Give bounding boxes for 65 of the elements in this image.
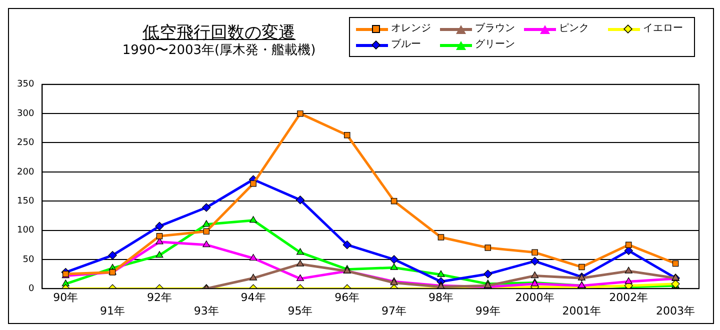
y-tick-label: 0 xyxy=(28,284,34,294)
x-tick-label: 98年 xyxy=(428,291,454,304)
legend-label: オレンジ xyxy=(391,22,431,36)
x-tick-label: 91年 xyxy=(100,304,126,318)
x-tick-label: 2003年 xyxy=(656,304,696,318)
x-tick-label: 2000年 xyxy=(515,291,554,304)
point xyxy=(390,255,398,264)
legend-label: ブラウン xyxy=(475,22,515,36)
point xyxy=(202,220,210,227)
point xyxy=(155,222,164,230)
point xyxy=(390,198,398,204)
legend-label: イエロー xyxy=(643,22,683,36)
point xyxy=(108,251,117,260)
point xyxy=(203,228,210,235)
point xyxy=(624,277,632,284)
point xyxy=(250,180,256,187)
legend-label: グリーン xyxy=(475,38,515,52)
point xyxy=(202,240,210,248)
point xyxy=(296,248,304,255)
x-tick-label: 97年 xyxy=(382,304,407,318)
point xyxy=(250,254,258,261)
x-tick-label: 90年 xyxy=(53,291,78,304)
x-tick-label: 2001年 xyxy=(562,304,602,318)
point xyxy=(624,266,632,274)
point xyxy=(297,110,304,117)
x-tick-label: 99年 xyxy=(475,304,500,318)
point xyxy=(250,274,258,280)
point xyxy=(532,249,538,256)
point xyxy=(344,132,350,138)
x-tick-label: 96年 xyxy=(334,291,360,304)
point xyxy=(202,203,211,212)
y-tick-label: 100 xyxy=(16,226,34,236)
y-tick-label: 200 xyxy=(16,167,34,178)
y-tick-label: 350 xyxy=(16,80,34,90)
point xyxy=(484,270,492,278)
point xyxy=(531,271,539,278)
y-tick-label: 300 xyxy=(16,108,34,119)
y-tick-label: 50 xyxy=(22,254,34,265)
point xyxy=(250,216,258,223)
point xyxy=(438,234,444,240)
x-tick-label: 95年 xyxy=(288,304,313,318)
point xyxy=(296,260,304,266)
point xyxy=(672,260,679,267)
x-tick-label: 92年 xyxy=(146,291,172,304)
point xyxy=(578,264,585,270)
point xyxy=(626,242,632,248)
point xyxy=(296,274,304,281)
y-tick-label: 250 xyxy=(16,138,34,148)
point xyxy=(484,244,492,251)
y-tick-label: 150 xyxy=(16,196,34,206)
point xyxy=(390,263,398,270)
point xyxy=(437,270,445,277)
chart-title: 低空飛行回数の変遷 xyxy=(142,23,296,43)
point xyxy=(296,196,305,204)
point xyxy=(530,256,540,266)
point xyxy=(156,251,164,258)
x-tick-label: 94年 xyxy=(240,291,266,304)
legend-label: ピンク xyxy=(559,22,589,36)
point xyxy=(156,238,164,244)
x-tick-label: 2002年 xyxy=(609,291,648,304)
point xyxy=(342,240,352,250)
chart-subtitle: 1990〜2003年(厚木発・艦載機) xyxy=(121,43,317,59)
x-tick-label: 93年 xyxy=(194,304,219,318)
point xyxy=(156,232,163,240)
legend-label: ブルー xyxy=(391,38,421,52)
